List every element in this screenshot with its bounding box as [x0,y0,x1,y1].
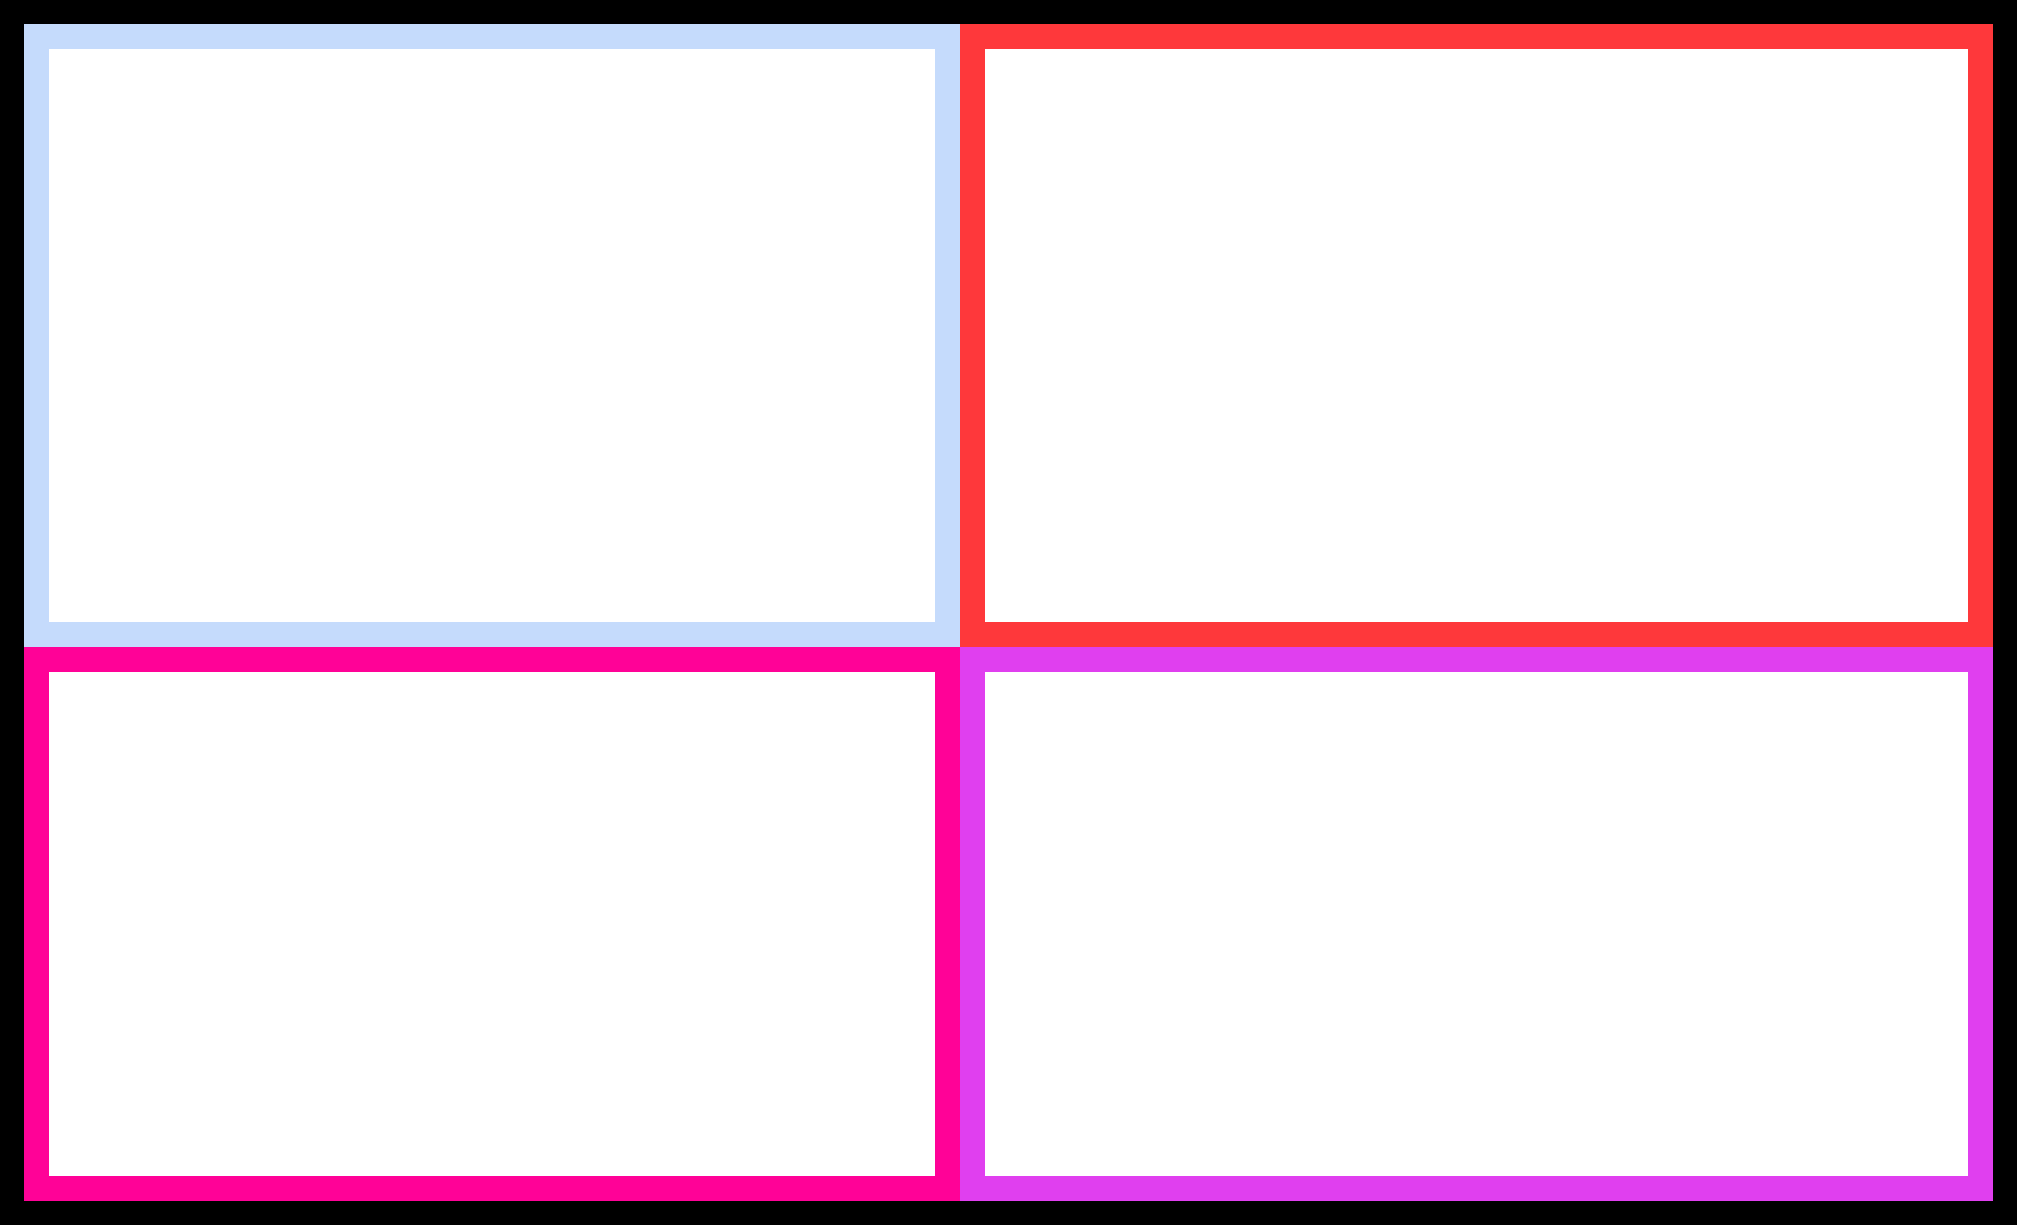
panel [24,647,960,1201]
panel [24,24,960,647]
panel [960,24,1993,647]
panel [960,647,1993,1201]
